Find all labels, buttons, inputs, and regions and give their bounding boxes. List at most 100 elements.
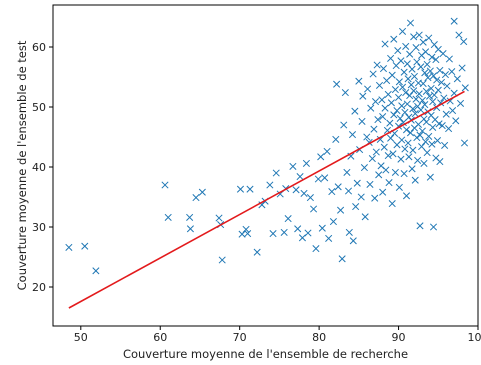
data-point <box>351 107 359 115</box>
data-point <box>186 213 194 221</box>
data-point <box>414 120 422 128</box>
data-point <box>379 188 387 196</box>
data-point <box>338 255 346 263</box>
data-point <box>422 118 430 126</box>
data-point <box>300 189 308 197</box>
data-point <box>401 108 409 116</box>
data-point <box>429 223 438 231</box>
data-point <box>417 63 425 71</box>
data-point <box>329 218 337 226</box>
data-point <box>408 165 416 173</box>
data-point <box>458 64 466 72</box>
data-point <box>325 234 333 242</box>
regression-line-group <box>68 90 465 309</box>
data-point <box>426 173 434 181</box>
data-point <box>390 35 398 43</box>
y-tick-label: 20 <box>32 281 46 294</box>
data-point <box>402 89 410 97</box>
data-point <box>353 179 361 187</box>
data-point <box>410 87 418 95</box>
data-point <box>409 105 417 113</box>
data-point <box>386 119 394 127</box>
data-point <box>328 188 336 196</box>
data-point <box>412 95 420 103</box>
data-point <box>164 213 172 221</box>
x-axis-ticks: 50 60 70 80 90 100 <box>74 326 481 344</box>
data-point <box>398 27 407 35</box>
data-point <box>318 224 326 232</box>
data-point <box>445 55 453 63</box>
data-point <box>355 77 363 85</box>
data-point <box>375 171 383 179</box>
data-point <box>418 143 426 151</box>
data-point <box>401 145 409 153</box>
data-point <box>161 181 169 189</box>
data-point <box>343 168 351 176</box>
data-point <box>368 155 376 163</box>
data-point <box>429 72 438 80</box>
data-point <box>370 125 378 133</box>
data-point <box>413 58 421 66</box>
data-point <box>296 173 304 181</box>
data-point <box>310 205 318 213</box>
data-point <box>425 132 433 140</box>
data-point <box>421 101 429 109</box>
data-point <box>406 50 414 58</box>
data-point <box>314 175 322 183</box>
data-point <box>411 176 419 184</box>
data-point <box>402 192 411 200</box>
data-point <box>292 186 300 194</box>
y-tick-label: 30 <box>32 221 46 234</box>
data-point <box>388 71 396 79</box>
data-point <box>422 87 430 95</box>
data-point <box>406 129 415 137</box>
data-point <box>367 104 375 112</box>
data-point <box>429 98 437 106</box>
data-point <box>312 245 320 253</box>
data-point <box>391 86 399 94</box>
data-point <box>430 91 438 99</box>
data-point <box>192 194 200 202</box>
data-point <box>215 214 223 222</box>
data-point <box>405 153 413 161</box>
x-tick-label: 50 <box>74 331 88 344</box>
data-point <box>323 147 331 155</box>
data-point <box>304 229 312 237</box>
data-point <box>428 53 436 61</box>
data-point <box>435 120 443 128</box>
data-point <box>411 110 419 118</box>
data-point <box>244 230 252 238</box>
data-point <box>437 78 446 86</box>
data-point <box>398 136 406 144</box>
data-point <box>460 139 469 147</box>
data-point <box>246 185 254 193</box>
data-point <box>440 94 448 102</box>
data-point <box>398 102 406 110</box>
data-point <box>358 117 366 125</box>
data-point <box>413 134 421 142</box>
data-point <box>449 107 457 115</box>
data-point <box>302 159 310 167</box>
data-point <box>298 234 306 242</box>
data-point <box>385 179 393 187</box>
data-point <box>321 174 329 182</box>
data-point <box>242 225 250 233</box>
data-point <box>382 166 390 174</box>
data-point <box>373 61 381 69</box>
data-point <box>412 44 420 52</box>
data-point <box>417 106 425 114</box>
data-point <box>419 38 427 46</box>
data-point <box>394 47 402 55</box>
data-point <box>284 215 292 223</box>
data-point <box>390 111 398 119</box>
data-point <box>415 90 423 98</box>
data-point <box>418 127 426 135</box>
data-point <box>332 135 340 143</box>
data-point <box>81 242 89 250</box>
data-point <box>450 17 458 25</box>
x-tick-label: 100 <box>468 331 481 344</box>
data-point <box>445 125 453 133</box>
data-point <box>436 158 444 166</box>
x-axis-label: Couverture moyenne de l'ensemble de rech… <box>123 347 408 361</box>
data-point <box>429 123 437 131</box>
